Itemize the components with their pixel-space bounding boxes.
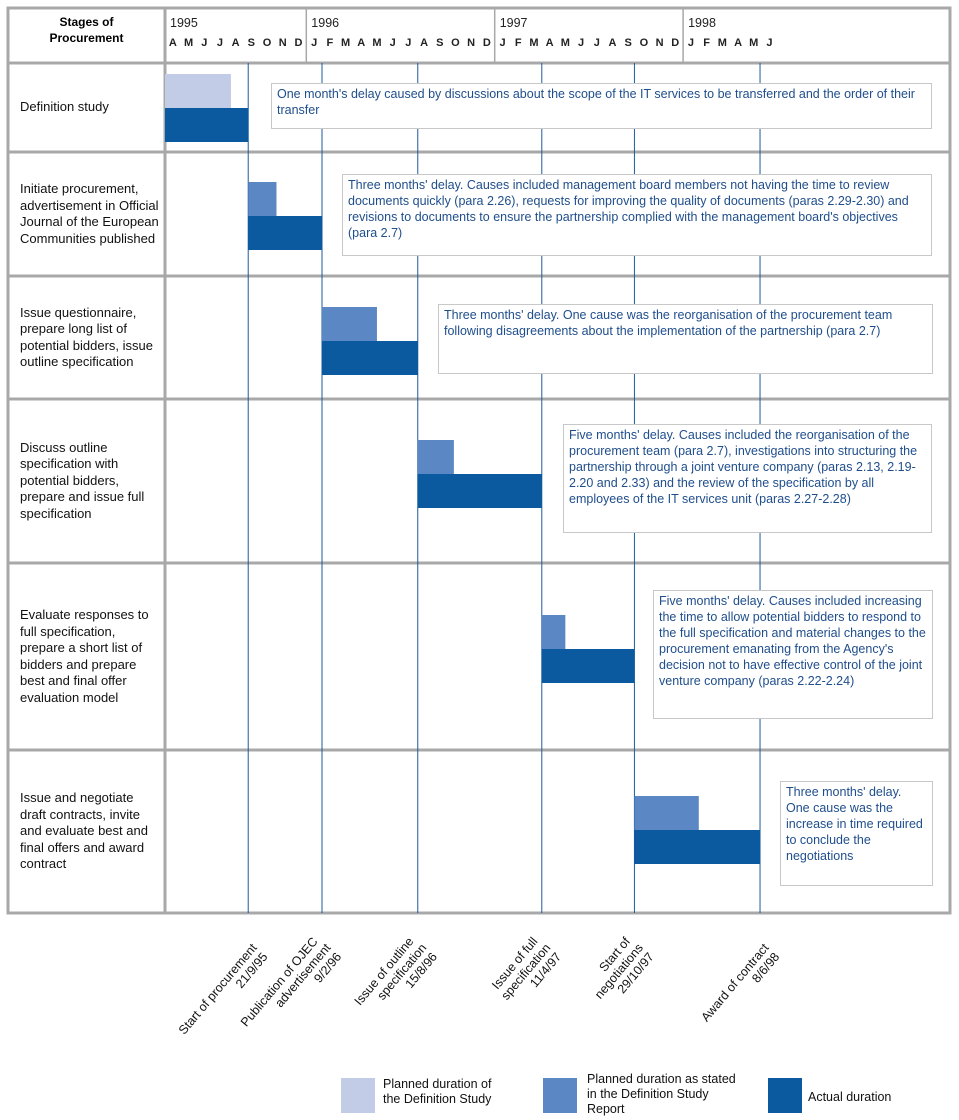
month-label: J (594, 37, 600, 49)
month-label: M (718, 37, 727, 49)
legend-label: Planned duration of the Definition Study (383, 1077, 492, 1106)
month-label: A (420, 37, 428, 49)
stage-label: Definition study (20, 67, 160, 148)
month-label: J (217, 37, 223, 49)
stage-label: Issue and negotiate draft contracts, inv… (20, 754, 160, 909)
year-label: 1998 (688, 16, 716, 30)
bar (417, 440, 454, 474)
stage-label: Discuss outline specification with poten… (20, 403, 160, 559)
header-title: Stages of Procurement (49, 15, 124, 45)
stage-text: Issue questionnaire, prepare long list o… (20, 304, 153, 370)
stage-label: Evaluate responses to full specification… (20, 567, 160, 746)
legend-label: Actual duration (808, 1090, 892, 1104)
stage-text: Definition study (20, 99, 109, 115)
month-label: S (436, 37, 443, 49)
bar (248, 182, 277, 216)
delay-note: Three months' delay. One cause was the r… (438, 304, 933, 374)
bar (165, 108, 249, 142)
bar (248, 216, 322, 250)
month-label: O (263, 37, 272, 49)
month-label: M (341, 37, 350, 49)
delay-note: Three months' delay. One cause was the i… (780, 781, 933, 886)
month-label: M (561, 37, 570, 49)
month-label: S (248, 37, 255, 49)
month-label: J (766, 37, 772, 49)
legend-swatch (768, 1078, 802, 1113)
month-label: M (372, 37, 381, 49)
stage-label: Initiate procurement, advertisement in O… (20, 156, 160, 272)
month-label: O (451, 37, 460, 49)
stage-text: Initiate procurement, advertisement in O… (20, 181, 159, 246)
stage-text: Discuss outline specification with poten… (20, 439, 145, 521)
month-label: A (169, 37, 177, 49)
month-label: M (184, 37, 193, 49)
month-label: M (749, 37, 758, 49)
month-label: D (294, 37, 302, 49)
month-label: J (390, 37, 396, 49)
month-label: J (201, 37, 207, 49)
month-label: J (499, 37, 505, 49)
legend-label: Planned duration as stated in the Defini… (587, 1072, 736, 1116)
month-label: F (515, 37, 522, 49)
stage-label: Issue questionnaire, prepare long list o… (20, 280, 160, 395)
bar (541, 649, 635, 683)
bar (417, 474, 542, 508)
month-label: N (656, 37, 664, 49)
year-label: 1996 (311, 16, 339, 30)
stage-text: Evaluate responses to full specification… (20, 607, 149, 705)
month-label: J (688, 37, 694, 49)
legend-swatch (341, 1078, 375, 1113)
bar (165, 74, 231, 108)
month-label: A (232, 37, 240, 49)
bar (634, 796, 699, 830)
delay-note: One month's delay caused by discussions … (271, 83, 932, 129)
bar (541, 615, 566, 649)
year-label: 1995 (170, 16, 198, 30)
legend-swatch (543, 1078, 577, 1113)
month-label: N (467, 37, 475, 49)
month-label: M (529, 37, 538, 49)
month-label: O (640, 37, 649, 49)
month-label: N (279, 37, 287, 49)
bar (322, 307, 377, 341)
month-label: J (578, 37, 584, 49)
month-label: F (703, 37, 710, 49)
frame (6, 6, 952, 915)
month-label: D (483, 37, 491, 49)
bar (322, 341, 418, 375)
delay-note: Five months' delay. Causes included incr… (653, 590, 933, 719)
month-label: S (624, 37, 631, 49)
month-label: D (671, 37, 679, 49)
month-label: J (311, 37, 317, 49)
month-label: F (326, 37, 333, 49)
stage-text: Issue and negotiate draft contracts, inv… (20, 790, 148, 872)
year-label: 1997 (500, 16, 528, 30)
month-label: A (546, 37, 554, 49)
delay-note: Three months' delay. Causes included man… (342, 174, 932, 256)
bar (634, 830, 761, 864)
delay-note: Five months' delay. Causes included the … (563, 424, 932, 533)
month-label: A (734, 37, 742, 49)
month-label: J (405, 37, 411, 49)
month-label: A (357, 37, 365, 49)
month-label: A (608, 37, 616, 49)
